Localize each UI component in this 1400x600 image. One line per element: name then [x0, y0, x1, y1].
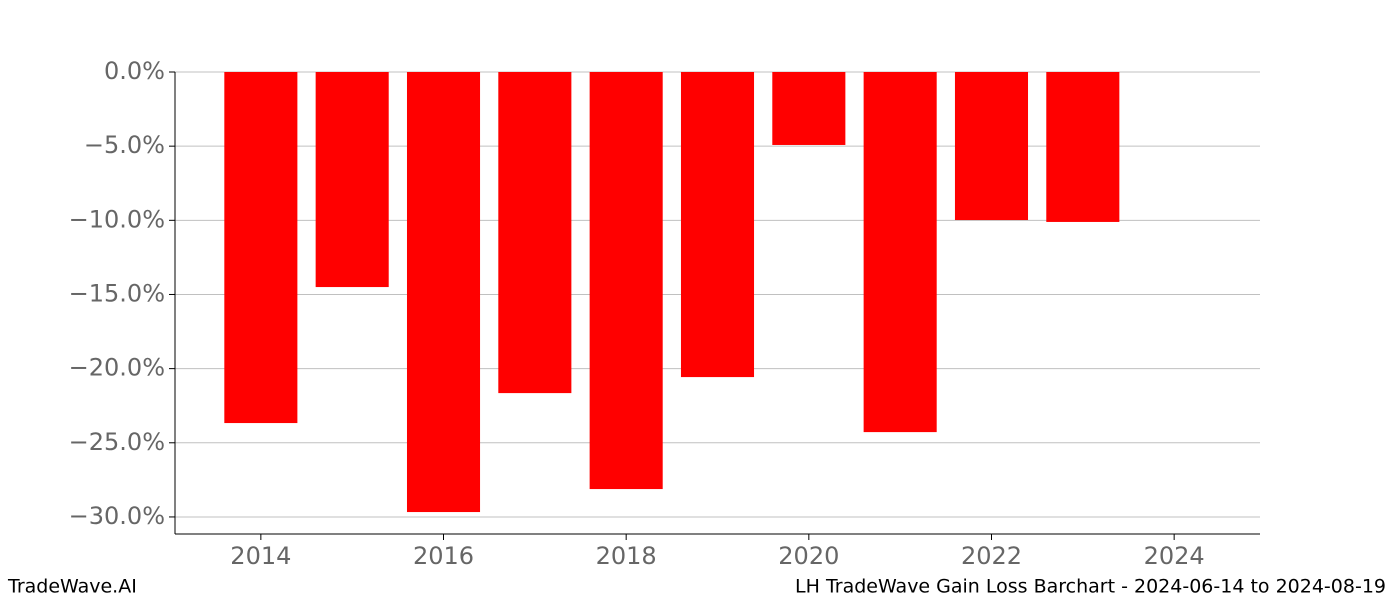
bar	[315, 72, 389, 288]
bar	[680, 72, 755, 378]
bar	[406, 72, 481, 513]
bar	[1046, 72, 1120, 222]
y-tick-label: −20.0%	[69, 354, 165, 382]
x-tick-label: 2014	[230, 542, 291, 570]
bar	[954, 72, 1029, 221]
bar	[772, 72, 846, 145]
x-tick-label: 2016	[413, 542, 474, 570]
y-tick-label: 0.0%	[104, 57, 165, 85]
x-tick-label: 2020	[778, 542, 839, 570]
x-tick-label: 2024	[1144, 542, 1205, 570]
watermark: TradeWave.AI	[7, 576, 137, 598]
y-tick-label: −30.0%	[69, 502, 165, 530]
y-tick-label: −5.0%	[84, 131, 165, 159]
y-tick-label: −15.0%	[69, 279, 165, 307]
x-tick-label: 2018	[596, 542, 657, 570]
y-tick-label: −25.0%	[69, 428, 165, 456]
bar	[863, 72, 937, 433]
chart-title: LH TradeWave Gain Loss Barchart - 2024-0…	[795, 576, 1386, 598]
x-tick-label: 2022	[961, 542, 1022, 570]
y-tick-label: −10.0%	[69, 205, 165, 233]
bar	[498, 72, 572, 394]
bar	[224, 72, 298, 424]
bar	[589, 72, 663, 490]
